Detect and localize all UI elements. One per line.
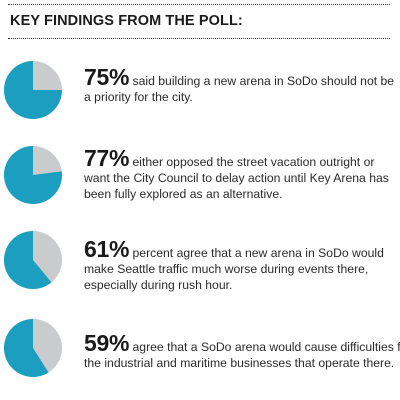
finding-2: 77% either opposed the street vacation o… [0,145,400,225]
finding-2-line-2: want the City Council to delay action un… [84,171,389,185]
finding-2-text: 77% either opposed the street vacation o… [84,145,400,202]
finding-3-text-line1: percent agree that a new arena in SoDo w… [132,246,384,260]
finding-4-line-1: 59% agree that a SoDo arena would cause … [84,330,400,356]
pie-primary-slice [4,61,62,119]
finding-1-line-1: 75% said building a new arena in SoDo sh… [84,64,400,90]
finding-1: 75% said building a new arena in SoDo sh… [0,60,400,140]
finding-4-text: 59% agree that a SoDo arena would cause … [84,330,400,371]
finding-3-line-3: especially during rush hour. [84,278,233,292]
pie-chart-3 [3,231,62,289]
finding-4-line-2: the industrial and maritime businesses t… [84,356,395,370]
pie-chart-1 [4,61,62,119]
top-divider [8,4,390,5]
finding-4-text-line1: agree that a SoDo arena would cause diff… [132,340,400,354]
pie-primary-slice [4,319,49,377]
finding-3-text: 61% percent agree that a new arena in So… [84,236,400,293]
finding-3-line-2: make Seattle traffic much worse during e… [84,262,369,276]
pie-primary-slice [3,231,52,289]
pie-primary-slice [3,146,62,204]
finding-1-percent: 75% [84,64,130,90]
finding-2-line-1: 77% either opposed the street vacation o… [84,145,400,171]
finding-3: 61% percent agree that a new arena in So… [0,230,400,310]
finding-1-line-2: a priority for the city. [84,90,193,104]
finding-2-line-3: been fully explored as an alternative. [84,187,283,201]
section-heading: KEY FINDINGS FROM THE POLL: [10,13,243,29]
heading-divider [8,38,390,39]
finding-4: 59% agree that a SoDo arena would cause … [0,318,400,398]
finding-2-percent: 77% [84,145,130,171]
finding-4-percent: 59% [84,330,130,356]
finding-1-text-line1: said building a new arena in SoDo should… [132,74,395,88]
pie-chart-2 [3,146,62,204]
finding-3-percent: 61% [84,236,130,262]
pie-chart-4 [4,319,62,377]
finding-2-text-line1: either opposed the street vacation outri… [132,155,375,169]
finding-3-line-1: 61% percent agree that a new arena in So… [84,236,400,262]
finding-1-text: 75% said building a new arena in SoDo sh… [84,64,400,105]
